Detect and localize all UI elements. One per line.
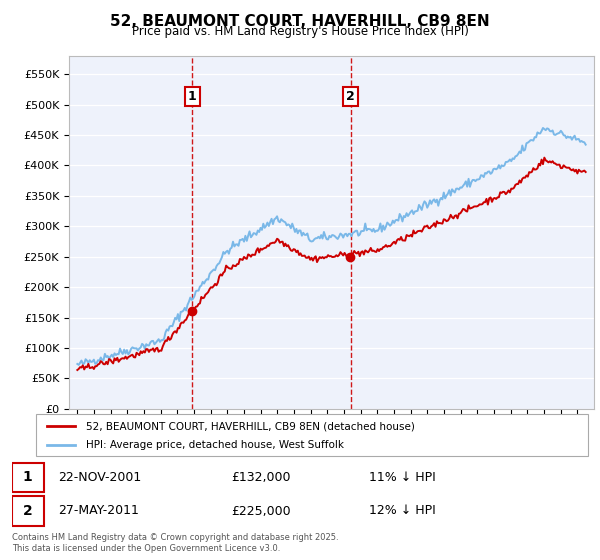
FancyBboxPatch shape: [36, 414, 588, 456]
Text: 1: 1: [188, 90, 197, 103]
FancyBboxPatch shape: [12, 496, 44, 525]
Text: £225,000: £225,000: [231, 505, 290, 517]
Text: 2: 2: [346, 90, 355, 103]
Text: 22-NOV-2001: 22-NOV-2001: [58, 471, 142, 484]
Text: 2: 2: [23, 504, 32, 518]
Text: 52, BEAUMONT COURT, HAVERHILL, CB9 8EN (detached house): 52, BEAUMONT COURT, HAVERHILL, CB9 8EN (…: [86, 421, 415, 431]
Text: HPI: Average price, detached house, West Suffolk: HPI: Average price, detached house, West…: [86, 440, 344, 450]
Text: 27-MAY-2011: 27-MAY-2011: [58, 505, 139, 517]
Text: 1: 1: [23, 470, 32, 484]
FancyBboxPatch shape: [12, 463, 44, 492]
Text: 12% ↓ HPI: 12% ↓ HPI: [369, 505, 436, 517]
Text: 52, BEAUMONT COURT, HAVERHILL, CB9 8EN: 52, BEAUMONT COURT, HAVERHILL, CB9 8EN: [110, 14, 490, 29]
Text: Contains HM Land Registry data © Crown copyright and database right 2025.
This d: Contains HM Land Registry data © Crown c…: [12, 533, 338, 553]
Text: £132,000: £132,000: [231, 471, 290, 484]
Text: 11% ↓ HPI: 11% ↓ HPI: [369, 471, 436, 484]
Text: Price paid vs. HM Land Registry's House Price Index (HPI): Price paid vs. HM Land Registry's House …: [131, 25, 469, 38]
